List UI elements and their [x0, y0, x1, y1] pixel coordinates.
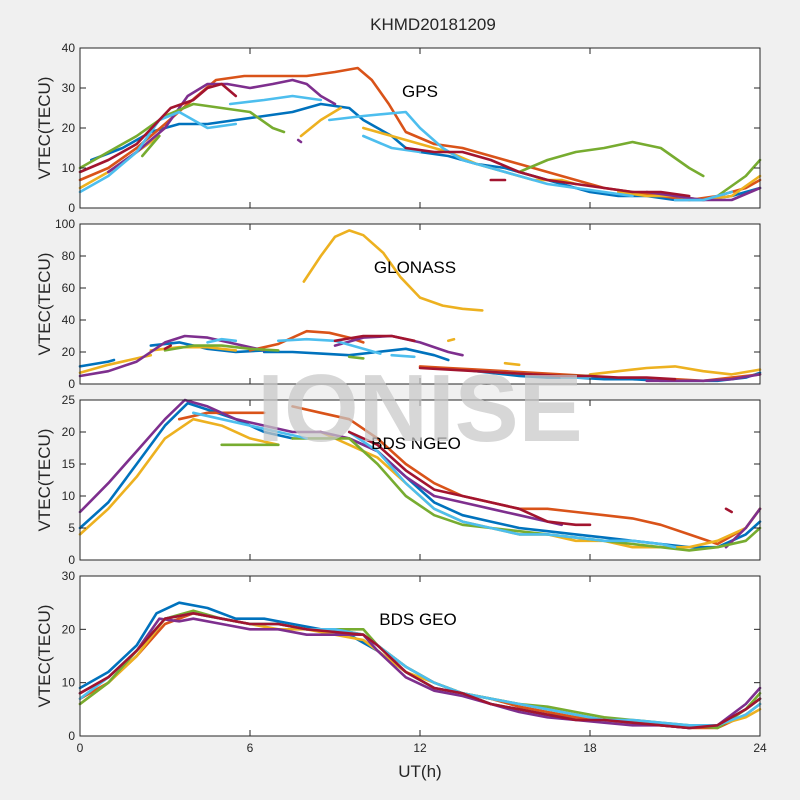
- y-tick-label: 10: [62, 489, 76, 503]
- series-line-6-segment-3: [327, 110, 634, 198]
- series-group: [78, 229, 762, 383]
- y-tick-label: 80: [62, 249, 76, 263]
- y-tick-label: 30: [62, 81, 76, 95]
- series-line-5-segment-2: [291, 437, 762, 552]
- y-tick-label: 10: [62, 161, 76, 175]
- watermark: IONISE: [257, 355, 582, 462]
- y-tick-label: 25: [62, 393, 76, 407]
- y-axis-label: VTEC(TECU): [35, 429, 54, 532]
- series-line-6-segment-1: [206, 337, 238, 344]
- x-tick-label: 0: [77, 741, 84, 755]
- series-line-3-segment-2: [299, 106, 343, 138]
- y-tick-label: 60: [62, 281, 76, 295]
- series-line-4-segment-2: [724, 507, 762, 549]
- panel-label: BDS GEO: [379, 610, 456, 629]
- panel-bds-ngeo: 0 5 10 15 20 25 VTEC(TECU) BDS NGEO: [35, 393, 762, 567]
- series-line-1-segment-2: [347, 437, 762, 549]
- y-tick-label: 15: [62, 457, 76, 471]
- series-line-1-segment-2: [149, 341, 266, 354]
- panel-bds-geo: 0 6 12 18 24 0 10 20 30 VTEC(TECU) BDS GEO UT(h): [35, 569, 767, 781]
- x-tick-label: 18: [583, 741, 597, 755]
- series-group: [78, 601, 762, 730]
- y-tick-label: 20: [62, 121, 76, 135]
- x-tick-label: 6: [247, 741, 254, 755]
- panel-label: GLONASS: [374, 258, 456, 277]
- y-tick-label: 10: [62, 676, 76, 690]
- series-line-7-segment-2: [404, 146, 691, 198]
- series-line-4-segment-3: [645, 373, 762, 383]
- series-line-1-segment-3: [262, 347, 450, 362]
- series-line-7-segment-2: [333, 334, 416, 343]
- y-tick-label: 0: [68, 553, 75, 567]
- y-axis-label: VTEC(TECU): [35, 77, 54, 180]
- x-axis-label: UT(h): [398, 762, 441, 781]
- x-tick-label: 12: [413, 741, 427, 755]
- y-tick-label: 20: [62, 345, 76, 359]
- y-tick-label: 0: [68, 377, 75, 391]
- series-line-6-segment-1: [192, 411, 309, 440]
- axes-background: [80, 576, 760, 736]
- panel-label: BDS NGEO: [371, 434, 461, 453]
- series-line-2-segment-2: [291, 405, 762, 546]
- series-line-7-segment-1: [347, 430, 592, 527]
- series-line-6-segment-2: [347, 430, 677, 549]
- series-line-7-segment-1: [163, 344, 172, 351]
- series-line-5-segment-1: [163, 344, 280, 352]
- series-line-6-segment-2: [228, 94, 323, 106]
- y-tick-label: 40: [62, 313, 76, 327]
- series-line-5-segment-4: [716, 158, 762, 198]
- series-line-3-segment-6: [588, 365, 762, 376]
- series-line-5-segment-3: [517, 140, 705, 178]
- axes-background: [80, 224, 760, 384]
- series-line-4-segment-1: [107, 78, 337, 174]
- series-line-4-segment-2: [296, 138, 303, 144]
- y-axis-label: VTEC(TECU): [35, 605, 54, 708]
- series-line-5-segment-2: [141, 134, 161, 158]
- series-line-4-segment-1: [78, 334, 266, 378]
- series-line-4-segment-1: [78, 398, 564, 527]
- y-tick-label: 0: [68, 729, 75, 743]
- series-line-1-segment-1: [78, 358, 116, 368]
- x-tick-label: 24: [753, 741, 767, 755]
- y-tick-label: 100: [55, 217, 75, 231]
- y-tick-label: 5: [68, 521, 75, 535]
- figure-title: KHMD20181209: [370, 15, 496, 34]
- series-group: [78, 66, 762, 202]
- panel-gps: 0 10 20 30 40 VTEC(TECU) GPS: [35, 41, 762, 215]
- series-line-5-segment-1: [78, 102, 286, 170]
- series-line-7-segment-1: [78, 611, 762, 730]
- panel-label: GPS: [402, 82, 438, 101]
- series-group: [78, 398, 762, 552]
- y-tick-label: 30: [62, 569, 76, 583]
- series-line-5-segment-2: [347, 355, 365, 360]
- panel-glonass: 0 20 40 60 80 100 VTEC(TECU) GLONASS: [35, 217, 762, 391]
- y-tick-label: 20: [62, 425, 76, 439]
- series-line-3-segment-4: [446, 337, 456, 343]
- series-line-6-segment-4: [361, 134, 422, 154]
- y-tick-label: 20: [62, 622, 76, 636]
- series-line-3-segment-1: [78, 417, 280, 536]
- y-tick-label: 0: [68, 201, 75, 215]
- series-line-3-segment-5: [503, 361, 521, 367]
- series-line-7-segment-2: [724, 507, 734, 514]
- series-line-6-segment-5: [673, 190, 734, 202]
- series-line-3-segment-3: [302, 229, 484, 312]
- y-tick-label: 40: [62, 41, 76, 55]
- y-axis-label: VTEC(TECU): [35, 253, 54, 356]
- series-line-7-segment-1: [78, 82, 238, 174]
- series-line-7-segment-3: [418, 366, 677, 381]
- series-line-2-segment-2: [418, 365, 592, 378]
- series-line-6-segment-3: [390, 353, 416, 359]
